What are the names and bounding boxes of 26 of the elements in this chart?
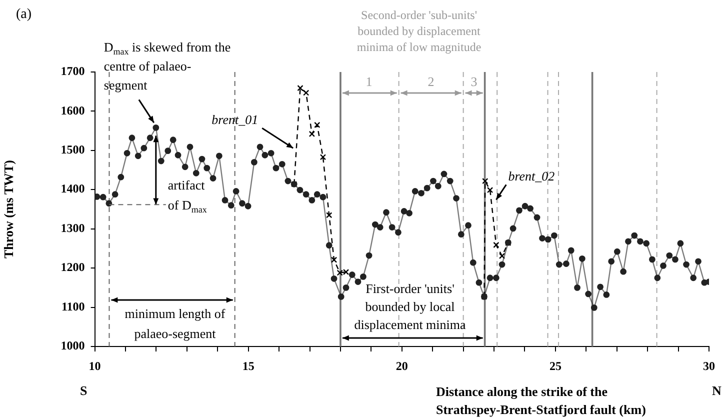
y-tick-label: 1500 (60, 142, 85, 157)
x-tick-label: 25 (549, 358, 562, 373)
x-tick-label: 15 (242, 358, 254, 373)
text: Second-order 'sub-units' bounded by displacement minima of low magnitude (356, 7, 482, 56)
annotation: 1 (366, 74, 372, 89)
annotation: 3 (470, 74, 478, 89)
annotation: minimum length of palaeo-segment (124, 306, 226, 341)
annotation: First-order 'units' bounded by local displacement minima (354, 281, 466, 332)
annotation: 2 (428, 74, 434, 89)
text: S (80, 382, 88, 400)
y-tick-label: 1100 (61, 299, 85, 314)
y-tick-label: 1600 (60, 103, 85, 118)
x-axis-title: Distance along the strike of the Strathspey-Brent-Statfjord fault (km) (436, 383, 647, 420)
series-label: brent_02 (508, 168, 556, 184)
y-tick-label: 1000 (60, 338, 85, 353)
text: brent_01 (212, 112, 258, 128)
text: N (712, 382, 722, 400)
y-tick-label: 1700 (60, 64, 85, 78)
y-tick-label: 1300 (60, 220, 85, 235)
y-axis-title: Throw (ms TWT) (1, 160, 16, 258)
x-tick-label: 20 (396, 358, 408, 373)
y-tick-label: 1200 (60, 260, 85, 274)
y-tick-label: 1400 (60, 182, 85, 196)
x-tick-label: 10 (88, 358, 101, 373)
text: (a) (16, 6, 33, 24)
x-tick-label: 30 (703, 358, 715, 373)
